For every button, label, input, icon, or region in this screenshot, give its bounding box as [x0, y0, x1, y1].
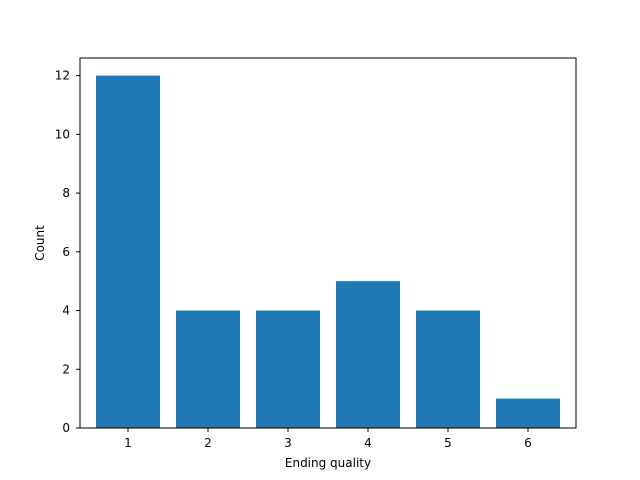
y-tick-label: 6	[62, 245, 70, 259]
y-tick-label: 10	[55, 127, 70, 141]
bar-4	[336, 281, 400, 428]
bar-6	[496, 398, 560, 428]
x-axis-label: Ending quality	[285, 456, 371, 470]
bar-2	[176, 310, 240, 428]
x-tick-label: 6	[524, 436, 532, 450]
y-axis-label: Count	[33, 225, 47, 261]
y-tick-label: 4	[62, 304, 70, 318]
x-axis-ticks: 1 2 3 4 5 6	[124, 428, 532, 450]
y-tick-label: 8	[62, 186, 70, 200]
x-tick-label: 3	[284, 436, 292, 450]
x-tick-label: 2	[204, 436, 212, 450]
bar-5	[416, 310, 480, 428]
x-tick-label: 4	[364, 436, 372, 450]
bar-3	[256, 310, 320, 428]
x-tick-label: 1	[124, 436, 132, 450]
bar-1	[96, 75, 160, 428]
x-tick-label: 5	[444, 436, 452, 450]
y-tick-label: 2	[62, 362, 70, 376]
y-tick-label: 0	[62, 421, 70, 435]
y-axis-ticks: 0 2 4 6 8 10 12	[55, 69, 80, 435]
bars-group	[96, 75, 560, 428]
y-tick-label: 12	[55, 69, 70, 83]
plot-frame	[79, 57, 577, 429]
